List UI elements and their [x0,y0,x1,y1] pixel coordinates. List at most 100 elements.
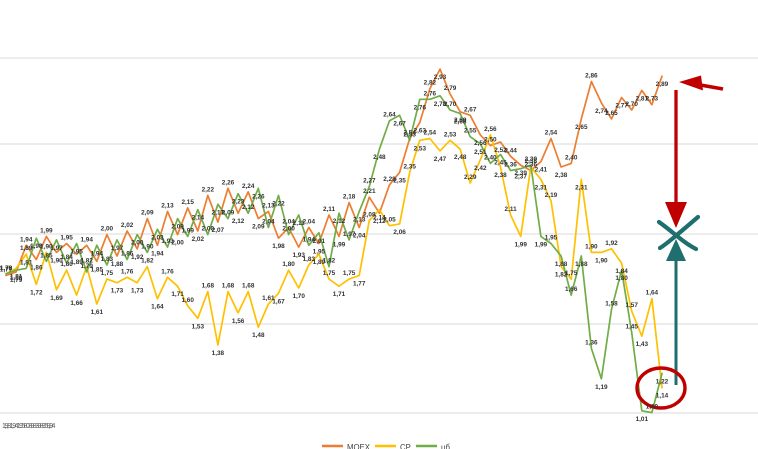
svg-text:2,13: 2,13 [353,217,366,224]
svg-text:1,72: 1,72 [30,289,43,296]
svg-text:2,40: 2,40 [565,154,578,161]
svg-text:1,99: 1,99 [514,241,527,248]
svg-text:1,01: 1,01 [636,416,649,423]
svg-text:1,19: 1,19 [595,384,608,391]
svg-text:2,24: 2,24 [242,183,255,190]
svg-text:2,54: 2,54 [545,130,558,137]
svg-text:2,35: 2,35 [403,163,416,170]
svg-text:2,35: 2,35 [393,177,406,184]
svg-text:1,99: 1,99 [333,241,346,248]
svg-text:1,73: 1,73 [131,288,144,295]
svg-text:1,45: 1,45 [625,324,638,331]
svg-text:1,98: 1,98 [272,243,285,250]
svg-text:1,90: 1,90 [595,257,608,264]
svg-text:2,53: 2,53 [444,131,457,138]
svg-text:1,92: 1,92 [605,240,618,247]
svg-text:2,31: 2,31 [535,184,548,191]
svg-text:2,55: 2,55 [464,128,477,135]
svg-text:1,69: 1,69 [50,295,63,302]
svg-text:2,73: 2,73 [646,96,659,103]
svg-text:цб: цб [441,443,450,449]
svg-text:2,15: 2,15 [181,199,194,206]
svg-text:2,47: 2,47 [434,156,447,163]
svg-text:1,61: 1,61 [91,309,104,316]
svg-text:1,66: 1,66 [70,300,83,307]
svg-text:1,57: 1,57 [625,302,638,309]
svg-text:2,44: 2,44 [504,147,517,154]
svg-text:1,43: 1,43 [636,341,649,348]
svg-text:2,64: 2,64 [383,112,396,119]
svg-text:2,00: 2,00 [101,226,114,233]
svg-text:1,67: 1,67 [272,298,285,305]
svg-text:1,58: 1,58 [605,300,618,307]
svg-text:2,04: 2,04 [262,219,275,226]
svg-text:1,80: 1,80 [282,261,295,268]
svg-text:2,53: 2,53 [403,131,416,138]
svg-text:1,99: 1,99 [40,227,53,234]
svg-text:2,70: 2,70 [444,101,457,108]
svg-text:2,48: 2,48 [454,154,467,161]
svg-text:2,11: 2,11 [323,206,336,213]
svg-text:2,02: 2,02 [121,222,134,229]
svg-text:1,85: 1,85 [40,252,53,259]
svg-text:1,99: 1,99 [181,227,194,234]
svg-text:1,80: 1,80 [60,261,73,268]
svg-text:2,22: 2,22 [202,186,215,193]
svg-text:1,73: 1,73 [111,288,124,295]
svg-text:1,93: 1,93 [161,238,174,245]
svg-text:2,79: 2,79 [444,85,457,92]
svg-text:1,9,81,9419580898398959,94: 1,9,81,9419580898398959,94 [2,423,56,430]
svg-text:1,75: 1,75 [565,270,578,277]
svg-text:1,97: 1,97 [343,231,356,238]
svg-text:2,29: 2,29 [464,174,477,181]
svg-text:1,82: 1,82 [141,258,154,265]
svg-text:2,00: 2,00 [202,226,215,233]
svg-text:2,68: 2,68 [454,119,467,126]
svg-text:2,13: 2,13 [161,203,174,210]
svg-text:1,75: 1,75 [343,270,356,277]
svg-text:2,11: 2,11 [293,220,306,227]
svg-text:2,65: 2,65 [575,124,588,131]
svg-text:1,75: 1,75 [323,270,336,277]
svg-text:2,67: 2,67 [464,106,477,113]
svg-text:1,80: 1,80 [615,275,628,282]
svg-text:1,36: 1,36 [585,340,598,347]
svg-text:2,37: 2,37 [514,174,527,181]
svg-text:2,12: 2,12 [232,218,245,225]
svg-text:2,93: 2,93 [434,74,447,81]
svg-text:1,95: 1,95 [60,235,73,242]
svg-text:1,86: 1,86 [121,251,134,258]
svg-text:2,65: 2,65 [605,110,618,117]
svg-text:1,53: 1,53 [192,323,205,330]
svg-text:2,21: 2,21 [363,188,376,195]
svg-text:1,95: 1,95 [545,235,558,242]
svg-text:2,19: 2,19 [545,192,558,199]
svg-text:1,83: 1,83 [101,256,114,263]
svg-text:2,18: 2,18 [343,194,356,201]
svg-text:2,06: 2,06 [393,229,406,236]
svg-text:2,12: 2,12 [333,218,346,225]
svg-text:2,41: 2,41 [535,167,548,174]
svg-text:1,70: 1,70 [292,293,305,300]
svg-text:1,56: 1,56 [232,318,245,325]
svg-text:1,77: 1,77 [353,281,366,288]
svg-text:2,39: 2,39 [525,156,538,163]
svg-text:2,36: 2,36 [504,162,517,169]
svg-text:2,50: 2,50 [484,137,497,144]
svg-text:2,02: 2,02 [192,236,205,243]
svg-text:2,86: 2,86 [585,73,598,80]
svg-text:1,22: 1,22 [656,378,669,385]
svg-text:1,60: 1,60 [181,297,194,304]
svg-text:1,68: 1,68 [202,283,215,290]
svg-text:1,94: 1,94 [80,236,93,243]
svg-text:1,82: 1,82 [323,258,336,265]
svg-text:2,76: 2,76 [414,104,427,111]
svg-text:1,88: 1,88 [575,261,588,268]
svg-text:2,01: 2,01 [313,238,326,245]
svg-text:2,14: 2,14 [192,215,205,222]
svg-text:2,26: 2,26 [252,193,265,200]
svg-text:1,68: 1,68 [242,283,255,290]
svg-text:1,90: 1,90 [141,243,154,250]
svg-text:1,38: 1,38 [212,350,225,357]
svg-text:2,11: 2,11 [505,206,518,213]
